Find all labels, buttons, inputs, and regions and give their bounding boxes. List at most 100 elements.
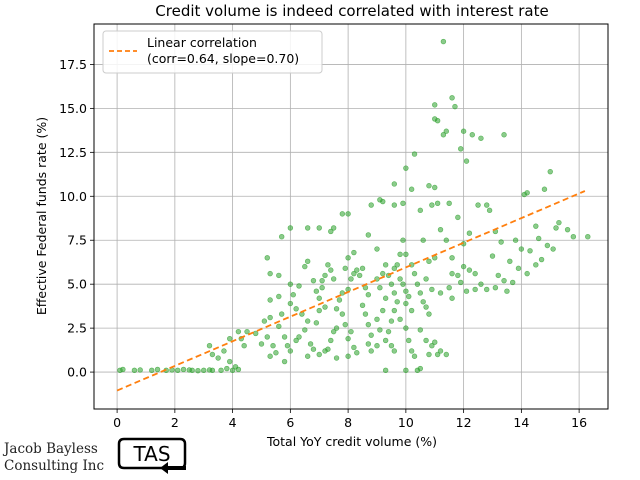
data-point (175, 367, 181, 374)
y-tick-label: 5.0 (67, 277, 87, 292)
data-point (359, 265, 366, 272)
y-tick-label: 15.0 (59, 101, 87, 116)
data-point (423, 276, 429, 282)
data-point (538, 256, 545, 263)
data-point (397, 251, 403, 257)
legend-label-line1: Linear correlation (147, 35, 257, 50)
data-point (426, 258, 432, 265)
data-point (328, 267, 334, 273)
data-point (189, 367, 195, 374)
data-point (455, 214, 461, 221)
data-point (452, 103, 458, 110)
data-point (391, 348, 398, 354)
data-point (316, 307, 322, 314)
legend: Linear correlation (corr=0.64, slope=0.7… (102, 30, 323, 74)
data-point (351, 249, 357, 256)
data-point (437, 348, 444, 354)
data-point (365, 232, 372, 238)
data-point (221, 348, 227, 354)
data-point (423, 304, 429, 310)
data-point (460, 263, 467, 270)
company-name-line1: Jacob Bayless (2, 441, 98, 457)
data-point (322, 272, 328, 279)
data-point (354, 350, 360, 356)
data-point (400, 200, 406, 207)
data-point (400, 237, 406, 243)
data-point (287, 281, 294, 287)
data-point (281, 358, 288, 365)
data-point (403, 325, 409, 331)
data-point (149, 367, 155, 374)
data-point (227, 335, 233, 342)
x-tick-label: 16 (571, 415, 587, 430)
data-point (382, 367, 389, 374)
data-point (342, 321, 348, 328)
data-point (518, 246, 525, 252)
data-point (313, 320, 320, 326)
data-point (313, 288, 320, 294)
company-name-line2: Consulting Inc (4, 458, 104, 474)
data-point (388, 318, 395, 324)
data-point (382, 262, 389, 268)
data-point (556, 219, 562, 226)
data-point (455, 272, 461, 279)
data-point (232, 364, 239, 370)
data-point (437, 290, 444, 296)
data-point (391, 290, 398, 296)
data-point (411, 151, 418, 157)
data-point (330, 276, 337, 282)
data-point (302, 263, 308, 270)
data-point (478, 135, 484, 141)
data-point (406, 337, 412, 344)
data-point (356, 272, 363, 279)
data-point (328, 228, 334, 235)
data-point (310, 346, 317, 352)
data-point (264, 334, 270, 340)
data-point (302, 327, 308, 333)
data-point (443, 351, 449, 358)
data-point (397, 316, 403, 323)
data-point (380, 270, 386, 277)
data-point (276, 323, 282, 330)
data-point (498, 239, 504, 245)
data-point (426, 183, 432, 189)
data-point (400, 281, 406, 287)
x-tick-label: 4 (229, 415, 237, 430)
data-point (544, 242, 551, 249)
data-point (339, 211, 346, 217)
data-point (333, 355, 340, 361)
data-point (535, 235, 542, 242)
data-point (403, 300, 409, 307)
data-point (434, 200, 441, 207)
data-point (351, 344, 357, 351)
tas-logo: TAS (117, 437, 187, 474)
data-point (492, 284, 499, 291)
data-point (429, 343, 435, 349)
data-point (287, 348, 294, 354)
data-point (380, 307, 386, 314)
data-point (486, 207, 493, 214)
data-point (411, 353, 418, 359)
data-point (466, 267, 473, 273)
data-point (432, 339, 438, 345)
data-point (362, 311, 369, 317)
data-point (382, 337, 389, 344)
data-point (449, 270, 455, 277)
data-point (267, 353, 273, 359)
data-point (218, 367, 224, 374)
data-point (403, 251, 409, 257)
data-point (278, 311, 285, 317)
data-point (484, 286, 490, 293)
data-point (365, 341, 372, 347)
data-point (440, 132, 447, 138)
data-point (417, 207, 424, 214)
data-point (345, 255, 351, 261)
data-point (267, 297, 273, 303)
tas-logo-text: TAS (132, 442, 170, 466)
data-point (489, 253, 496, 259)
data-point (550, 246, 556, 252)
data-point (507, 258, 513, 265)
data-point (547, 168, 553, 175)
data-point (391, 307, 398, 314)
x-tick-label: 2 (171, 415, 179, 430)
